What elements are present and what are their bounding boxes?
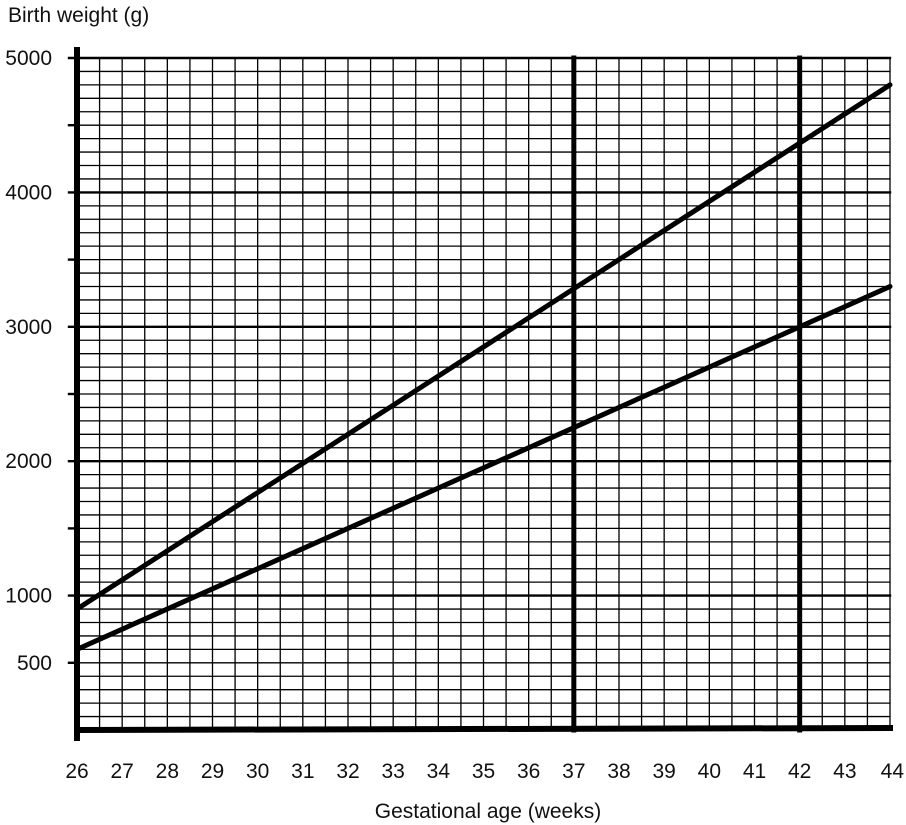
- series-lines: [74, 82, 893, 652]
- x-tick-label: 35: [472, 760, 495, 783]
- x-tick-label: 36: [517, 760, 540, 783]
- y-tick-label: 1000: [5, 585, 52, 608]
- x-tick-labels: 26 27 28 29 30 31 32 33 34 35 36 37 38 39 40 41 42 43 44: [65, 760, 904, 783]
- y-tick-labels: 5000 4000 3000 2000 1000 500: [5, 47, 52, 675]
- series-line-1: [74, 82, 893, 612]
- x-axis-title: Gestational age (weeks): [375, 800, 601, 823]
- x-tick-label: 32: [336, 760, 359, 783]
- x-tick-label: 42: [788, 760, 811, 783]
- y-tick-label: 2000: [5, 450, 52, 473]
- y-tick-label: 3000: [5, 316, 52, 339]
- x-tick-label: 39: [652, 760, 675, 783]
- y-tick-label: 4000: [5, 181, 52, 204]
- x-tick-label: 26: [65, 760, 88, 783]
- x-tick-label: 40: [698, 760, 721, 783]
- y-tick-label: 5000: [5, 47, 52, 70]
- x-tick-label: 41: [743, 760, 766, 783]
- x-tick-label: 30: [246, 760, 269, 783]
- x-tick-label: 28: [156, 760, 179, 783]
- x-tick-label: 43: [833, 760, 856, 783]
- x-tick-label: 38: [607, 760, 630, 783]
- major-grid: [67, 56, 892, 664]
- x-tick-label: 33: [381, 760, 404, 783]
- x-tick-label: 29: [201, 760, 224, 783]
- x-tick-label: 31: [291, 760, 314, 783]
- y-axis-title: Birth weight (g): [8, 4, 149, 27]
- minor-grid: [76, 57, 891, 731]
- y-tick-label: 500: [17, 652, 52, 675]
- reference-lines: [571, 55, 803, 733]
- x-axis-line: [73, 724, 894, 734]
- x-tick-label: 34: [427, 760, 451, 783]
- axes: [73, 47, 894, 741]
- x-tick-label: 44: [881, 760, 905, 783]
- x-tick-label: 27: [110, 760, 133, 783]
- series-line-2: [74, 283, 893, 652]
- x-tick-label: 37: [562, 760, 585, 783]
